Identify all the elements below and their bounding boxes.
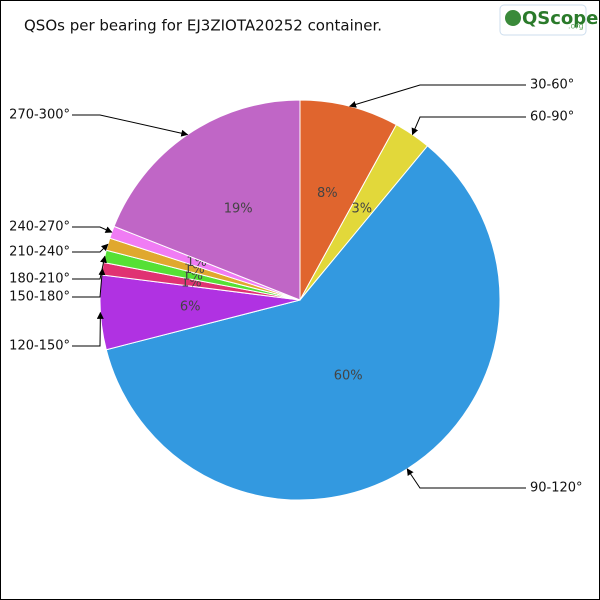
- leader-line: [72, 243, 109, 253]
- category-label: 60-90°: [530, 110, 574, 125]
- value-label: 6%: [180, 299, 201, 314]
- category-label: 240-270°: [9, 220, 70, 235]
- leader-line: [72, 268, 106, 298]
- category-label: 180-210°: [9, 272, 70, 287]
- logo: QScope: [522, 8, 598, 29]
- leader-line: [72, 226, 113, 233]
- leader-line: [406, 468, 526, 489]
- category-label: 30-60°: [530, 78, 574, 93]
- value-label: 8%: [317, 186, 338, 201]
- value-label: 3%: [352, 202, 373, 217]
- leader-line: [411, 116, 526, 136]
- logo-icon: [505, 10, 521, 26]
- value-label: 19%: [224, 202, 253, 217]
- category-label: 270-300°: [9, 108, 70, 123]
- category-label: 120-150°: [9, 339, 70, 354]
- leader-line: [72, 255, 107, 280]
- logo-box: [499, 4, 587, 36]
- category-label: 90-120°: [530, 481, 583, 496]
- chart-title: QSOs per bearing for EJ3ZIOTA20252 conta…: [24, 17, 382, 35]
- category-label: 210-240°: [9, 245, 70, 260]
- leader-line: [72, 311, 104, 347]
- leader-line: [72, 114, 189, 137]
- category-label: 150-180°: [9, 290, 70, 305]
- value-label: 60%: [334, 368, 363, 383]
- logo-suffix: .org: [568, 22, 584, 31]
- leader-line: [349, 84, 526, 108]
